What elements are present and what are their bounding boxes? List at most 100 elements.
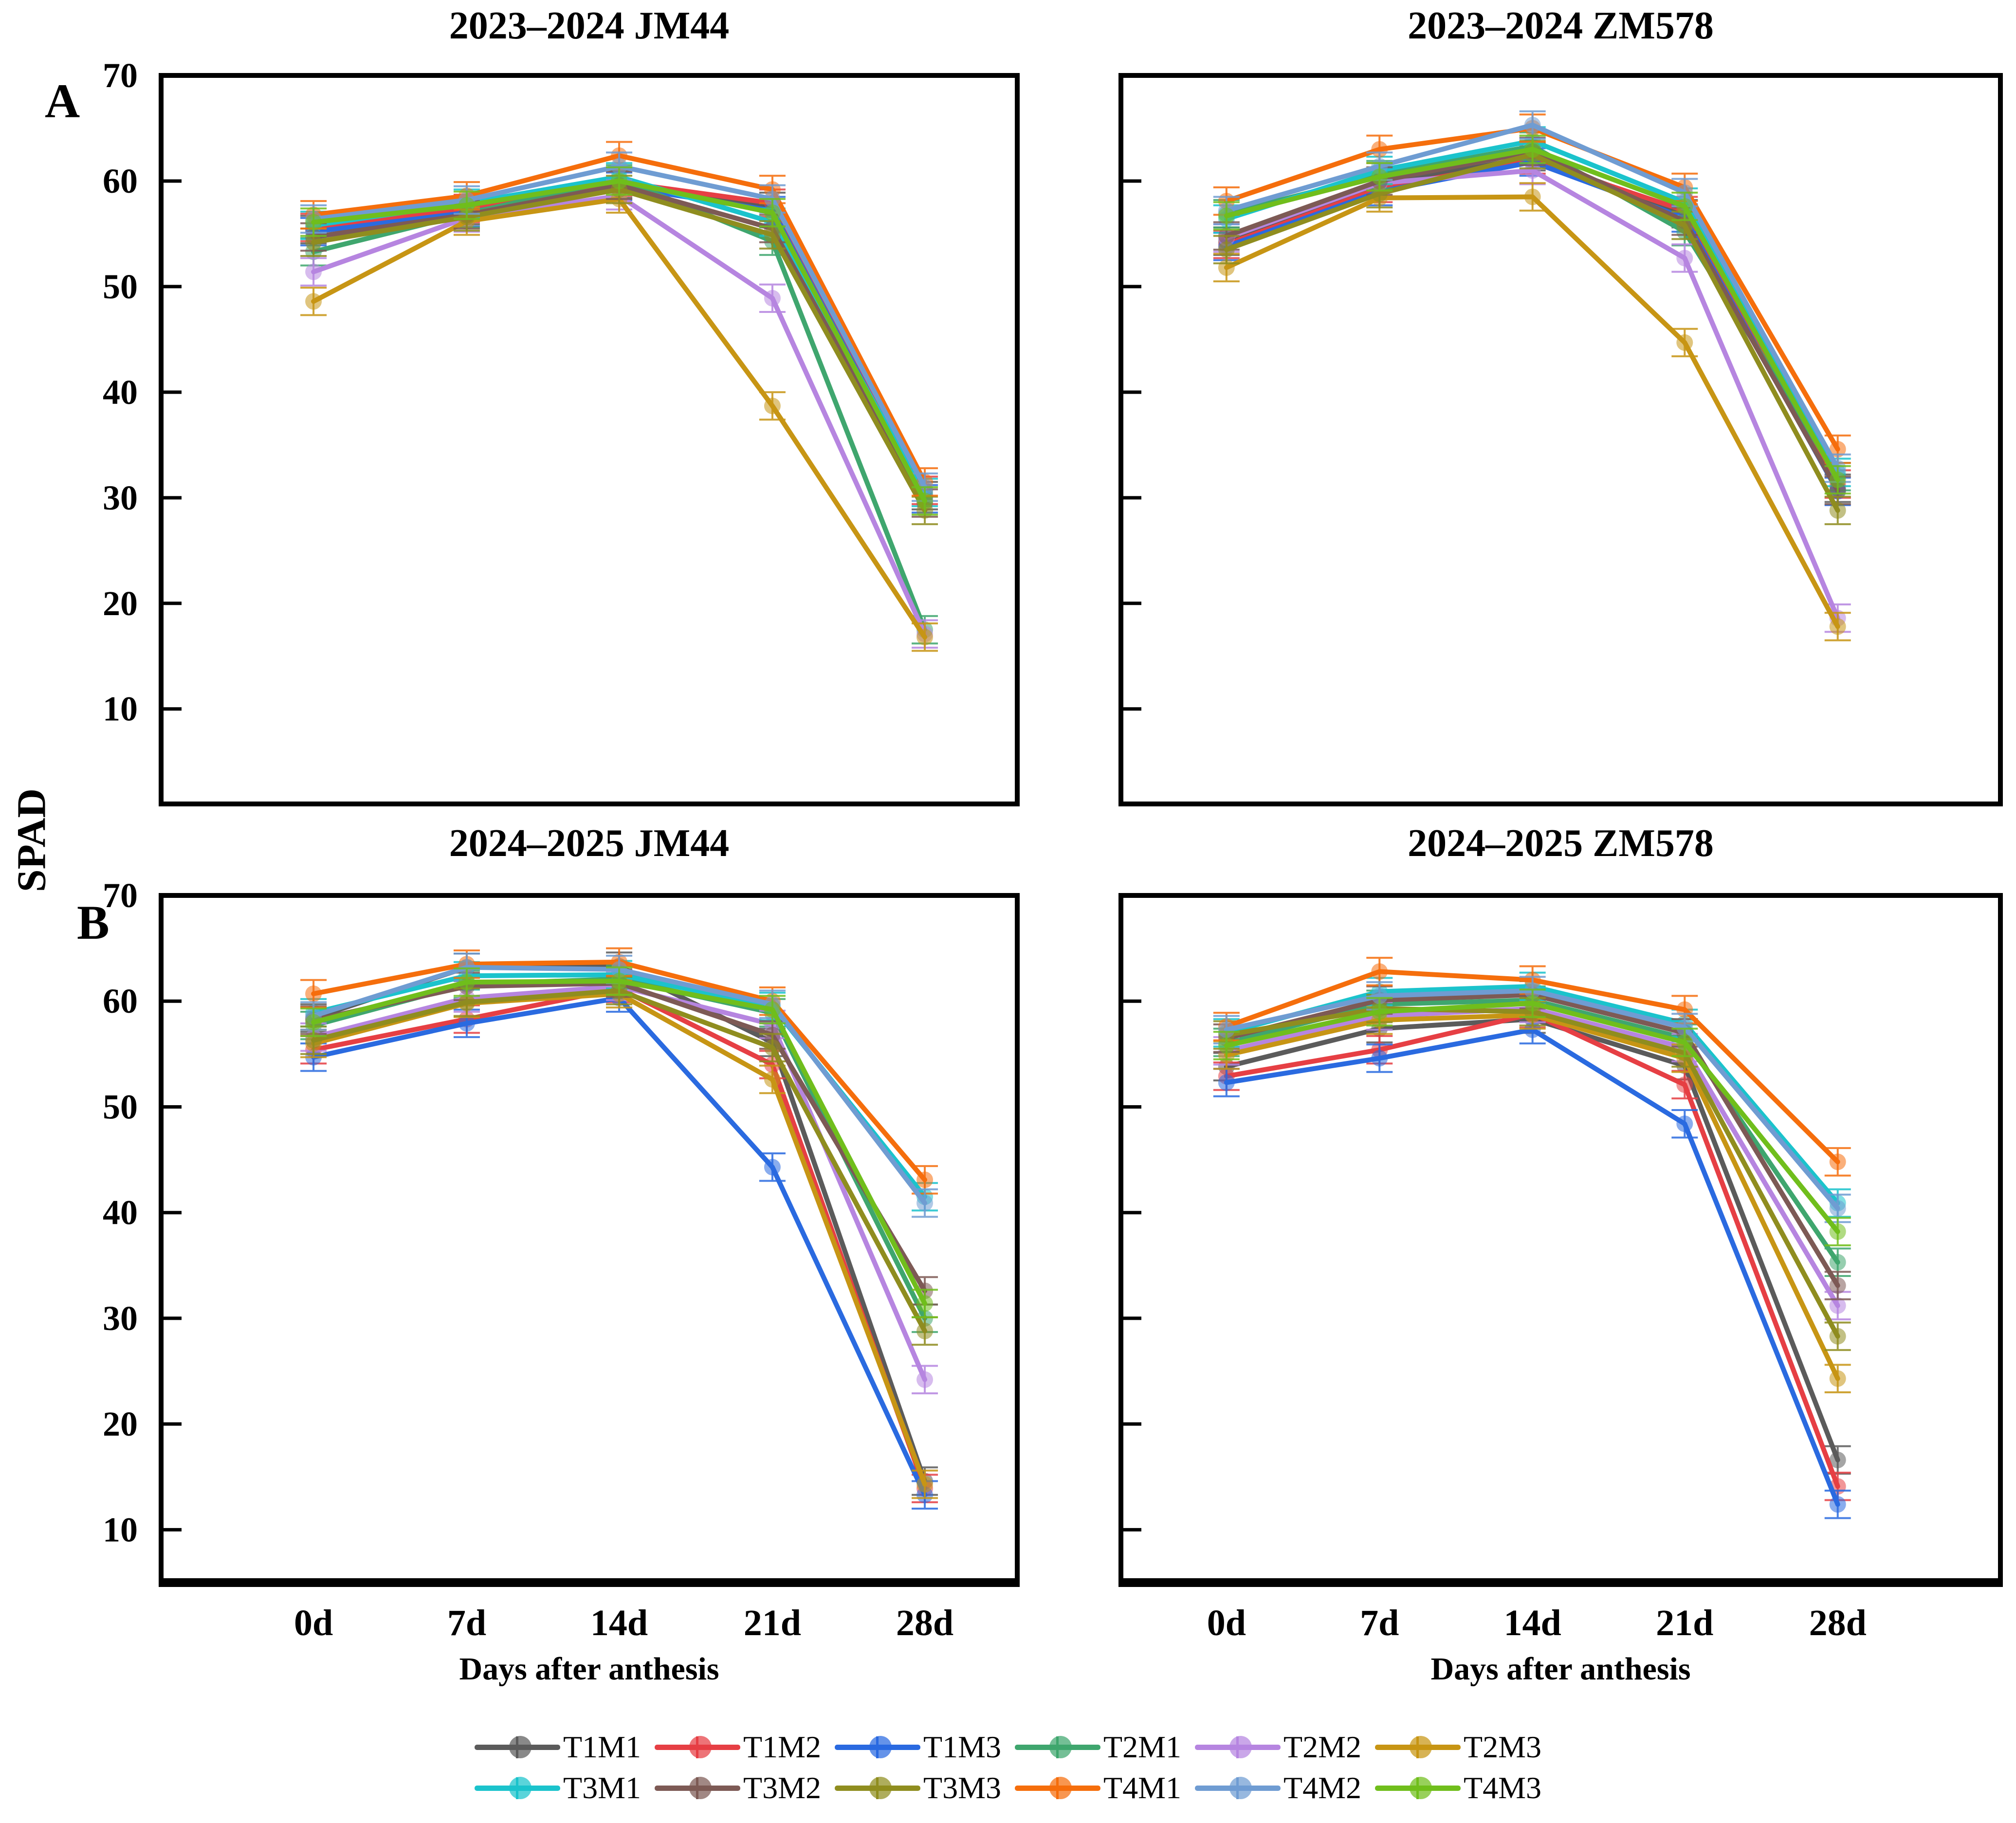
- panel-title-2023-zm578: 2023–2024 ZM578: [1408, 4, 1714, 47]
- data-point-T1M3: [1676, 1115, 1693, 1132]
- data-point-T4M3: [305, 214, 322, 231]
- y-tick-label: 50: [103, 267, 138, 306]
- x-axis-title-right: Days after anthesis: [1430, 1651, 1691, 1687]
- series-line-T2M3: [311, 991, 928, 1487]
- panel-2023-zm578: [1118, 73, 2003, 806]
- data-point-T1M3: [764, 1159, 781, 1176]
- legend-item-T3M2: T3M2: [655, 1770, 821, 1806]
- series-line-T2M2: [311, 984, 928, 1382]
- data-point-T4M3: [1829, 471, 1846, 488]
- y-tick-label: 10: [103, 690, 138, 729]
- legend-label: T1M1: [563, 1730, 641, 1764]
- data-point-T3M3: [764, 226, 781, 243]
- legend-item-T3M1: T3M1: [475, 1770, 641, 1806]
- data-point-T4M3: [916, 492, 934, 510]
- y-tick-label: 30: [103, 1299, 138, 1338]
- data-point-T4M2: [1218, 1021, 1235, 1038]
- data-point-T4M2: [1829, 1200, 1846, 1217]
- data-point-T4M3: [764, 204, 781, 221]
- data-point-T2M3: [1676, 334, 1693, 351]
- data-point-T1M1: [1829, 1452, 1846, 1469]
- legend-marker-icon: [835, 1774, 920, 1802]
- data-point-T3M3: [916, 1322, 934, 1339]
- series-line-T3M3: [311, 988, 928, 1333]
- data-point-T3M3: [1829, 502, 1846, 519]
- data-point-T2M3: [764, 1071, 781, 1088]
- series-T4M3: [1213, 988, 1851, 1247]
- legend-label: T3M1: [563, 1770, 641, 1805]
- legend-label: T4M3: [1464, 1770, 1541, 1805]
- data-point-T4M3: [1371, 1003, 1388, 1020]
- data-point-T4M3: [1676, 198, 1693, 215]
- series-line-T2M2: [1224, 1006, 1840, 1308]
- axis-box: [1118, 73, 2003, 806]
- legend-marker-icon: [835, 1733, 920, 1761]
- legend-label: T3M3: [923, 1770, 1001, 1805]
- series-T1M1: [1213, 1004, 1851, 1475]
- data-point-T4M3: [764, 1001, 781, 1018]
- y-tick-label: 40: [103, 373, 138, 412]
- series-line-T2M2: [311, 193, 928, 637]
- data-point-T4M2: [458, 959, 475, 976]
- legend-marker-icon: [1015, 1733, 1100, 1761]
- data-point-T4M3: [1524, 995, 1541, 1012]
- data-point-T2M3: [1524, 188, 1541, 205]
- legend-label: T4M2: [1283, 1770, 1361, 1805]
- x-tick-label: 7d: [447, 1603, 486, 1643]
- x-tick-label: 28d: [1809, 1603, 1867, 1643]
- data-point-T2M3: [916, 629, 934, 646]
- data-point-T4M1: [305, 985, 322, 1003]
- data-point-T3M3: [1676, 217, 1693, 234]
- series-line-T2M3: [1224, 194, 1840, 629]
- data-point-T4M3: [1218, 207, 1235, 224]
- series-line-T2M2: [1224, 168, 1840, 621]
- legend-marker-icon: [475, 1733, 560, 1761]
- legend-item-T2M1: T2M1: [1015, 1729, 1181, 1765]
- panel-letter-b: B: [77, 895, 110, 949]
- series-line-T1M1: [311, 964, 928, 1484]
- data-point-T4M3: [916, 1295, 934, 1312]
- legend-row: T1M1 T1M2 T1M3 T2M1 T2M2 T2M3: [0, 1727, 2016, 1768]
- x-tick-label: 14d: [1504, 1603, 1561, 1643]
- data-point-T1M3: [1829, 1496, 1846, 1513]
- x-tick-label: 21d: [744, 1603, 801, 1643]
- legend-item-T1M3: T1M3: [835, 1729, 1001, 1765]
- series-T4M3: [1213, 134, 1851, 495]
- x-tick-label: 14d: [590, 1603, 648, 1643]
- y-tick-label: 20: [103, 584, 138, 623]
- series-line-T2M3: [311, 196, 928, 640]
- panel-2024-zm578: 0d 7d 14d 21d 28d: [1118, 893, 2003, 1643]
- panel-2023-jm44: 70 60 50 40 30 20 10: [103, 56, 1020, 806]
- legend: T1M1 T1M2 T1M3 T2M1 T2M2 T2M3 T3M1 T3M2 T3M3 T4M1…: [0, 1727, 2016, 1808]
- y-tick-label: 10: [103, 1510, 138, 1549]
- data-point-T4M1: [916, 1171, 934, 1188]
- axis-box: [159, 73, 1020, 806]
- series-line-T1M2: [1224, 1011, 1840, 1489]
- data-point-T3M3: [1218, 241, 1235, 258]
- x-tick-label: 0d: [1207, 1603, 1246, 1643]
- legend-label: T2M2: [1283, 1730, 1361, 1764]
- data-point-T4M3: [458, 197, 475, 214]
- legend-marker-icon: [1195, 1774, 1281, 1802]
- data-point-T3M3: [1829, 1328, 1846, 1345]
- panel-title-2024-zm578: 2024–2025 ZM578: [1408, 822, 1714, 865]
- data-point-T4M3: [611, 172, 628, 189]
- series-line-T2M1: [311, 176, 928, 633]
- data-point-T1M3: [458, 1015, 475, 1032]
- data-point-T3M3: [305, 234, 322, 251]
- legend-label: T1M2: [743, 1730, 821, 1764]
- legend-item-T4M3: T4M3: [1375, 1770, 1541, 1806]
- data-point-T4M3: [1524, 141, 1541, 158]
- data-point-T1M3: [1371, 1050, 1388, 1067]
- data-point-T4M3: [1371, 168, 1388, 185]
- legend-marker-icon: [475, 1774, 560, 1802]
- panel-letter-a: A: [45, 74, 80, 128]
- data-point-T4M2: [611, 158, 628, 175]
- data-point-T4M3: [1218, 1037, 1235, 1054]
- legend-row: T3M1 T3M2 T3M3 T4M1 T4M2 T4M3: [0, 1768, 2016, 1808]
- data-point-T4M1: [1829, 1153, 1846, 1170]
- x-tick-label: 0d: [294, 1603, 333, 1643]
- legend-label: T2M3: [1464, 1730, 1541, 1764]
